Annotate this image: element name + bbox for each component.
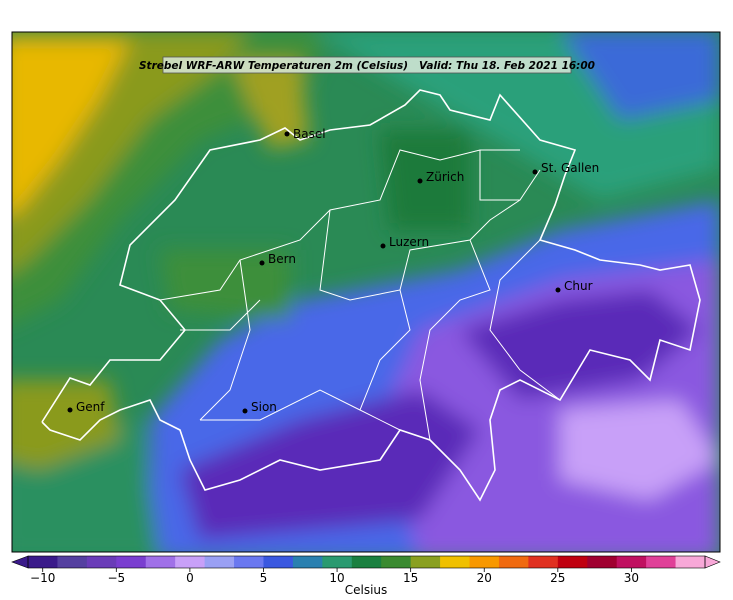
colorbar-segment [57, 556, 88, 568]
colorbar-segment [86, 556, 117, 568]
city-dot [242, 408, 248, 414]
colorbar-segment [322, 556, 353, 568]
city-dot [380, 243, 386, 249]
colorbar-segment [175, 556, 206, 568]
colorbar-segment [292, 556, 323, 568]
colorbar-segment [469, 556, 500, 568]
colorbar-frame [27, 555, 706, 569]
colorbar-tick-label: 15 [403, 571, 418, 585]
canton-borders [159, 149, 561, 441]
colorbar-segment [351, 556, 382, 568]
map-frame [11, 31, 721, 553]
temperature-field [12, 32, 720, 552]
colorbar-segment [587, 556, 618, 568]
colorbar-tick-label: 20 [477, 571, 492, 585]
colorbar-segment [616, 556, 647, 568]
cities: Basel Zürich St. Gallen Luzern Bern Chur… [67, 127, 599, 414]
colorbar-tick-label: 30 [624, 571, 639, 585]
colorbar-extend-low [11, 555, 29, 569]
colorbar-segment [204, 556, 235, 568]
city-label: Sion [251, 400, 277, 414]
colorbar-segment [116, 556, 147, 568]
city-dot [532, 169, 538, 175]
city-dot [284, 131, 290, 137]
colorbar-segment [381, 556, 412, 568]
colorbar-tick-label: 5 [260, 571, 268, 585]
city-dot [555, 287, 561, 293]
city-label: St. Gallen [541, 161, 599, 175]
city-dot [67, 407, 73, 413]
country-border [41, 89, 701, 502]
city-label: Genf [76, 400, 105, 414]
city-label: Bern [268, 252, 296, 266]
colorbar-segment [440, 556, 471, 568]
city-label: Basel [293, 127, 326, 141]
colorbar-segment [263, 556, 294, 568]
colorbar-segment [145, 556, 176, 568]
city-label: Zürich [426, 170, 464, 184]
city-dot [259, 260, 265, 266]
title-box [162, 56, 572, 74]
colorbar-tick-label: 10 [329, 571, 344, 585]
colorbar-segment [234, 556, 264, 568]
colorbar-segment [675, 556, 706, 568]
colorbar-segment [410, 556, 441, 568]
city-label: Chur [564, 279, 593, 293]
colorbar: −10 −5 0 5 10 15 20 25 30 [11, 555, 721, 585]
colorbar-segment [557, 556, 588, 568]
colorbar-segment [646, 556, 677, 568]
colorbar-extend-high [704, 555, 721, 569]
colorbar-tick-label: 25 [550, 571, 565, 585]
colorbar-segment [498, 556, 529, 568]
colorbar-tick-label: −10 [30, 571, 55, 585]
map-title: Strebel WRF-ARW Temperaturen 2m (Celsius… [139, 60, 595, 72]
city-dot [417, 178, 423, 184]
colorbar-label: Celsius [345, 583, 388, 597]
city-label: Luzern [389, 235, 429, 249]
colorbar-tick-label: −5 [107, 571, 125, 585]
colorbar-segment [28, 556, 58, 568]
colorbar-tick-label: 0 [186, 571, 194, 585]
colorbar-segment [528, 556, 559, 568]
